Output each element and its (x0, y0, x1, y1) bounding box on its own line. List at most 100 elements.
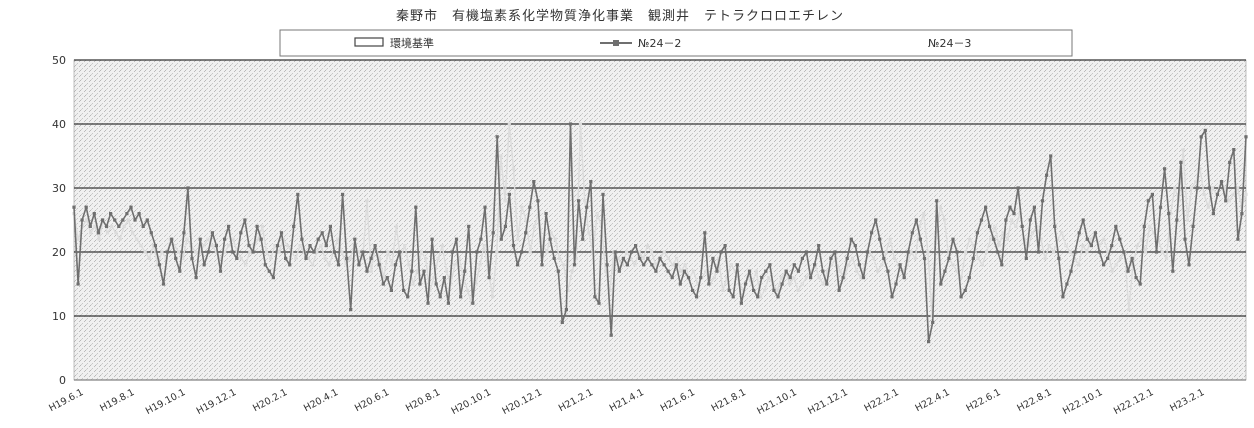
series-1-point (593, 295, 597, 299)
series-1-point (650, 263, 654, 267)
series-1-point (1000, 263, 1004, 267)
series-1-point (654, 269, 658, 273)
series-1-point (361, 250, 365, 254)
series-2-point (972, 244, 976, 248)
x-tick-label: H19.8.1 (98, 387, 136, 414)
series-2-point (892, 256, 896, 260)
series-1-point (149, 231, 153, 235)
series-2-point (465, 288, 470, 292)
series-2-point (327, 263, 331, 267)
series-1-point (971, 256, 975, 260)
series-1-point (1187, 263, 1191, 267)
series-2-point (943, 218, 947, 222)
series-2-point (595, 212, 599, 216)
series-1-point (857, 263, 861, 267)
series-2-point (545, 250, 549, 254)
series-1-point (267, 269, 271, 273)
series-1-point (874, 218, 878, 222)
series-2-point (491, 295, 495, 299)
series-1-point (540, 263, 544, 267)
series-1-point (1215, 192, 1220, 196)
series-2-point (1177, 199, 1181, 203)
series-2-point (424, 256, 428, 260)
series-2-point (193, 250, 197, 254)
series-2-point (1227, 199, 1231, 203)
series-2-point (964, 250, 968, 254)
series-2-point (1043, 256, 1047, 260)
series-1-point (597, 301, 601, 305)
series-1-point (308, 244, 312, 248)
series-1-point (324, 244, 328, 248)
series-1-point (890, 295, 894, 299)
series-2-point (340, 250, 344, 254)
series-1-point (975, 231, 979, 235)
series-1-point (300, 237, 304, 241)
series-1-point (699, 276, 703, 280)
series-1-point (251, 250, 255, 254)
series-1-point (385, 276, 389, 280)
series-2-point (231, 237, 235, 241)
series-2-point (650, 250, 654, 254)
series-1-point (357, 263, 361, 267)
series-1-point (1036, 250, 1041, 254)
series-2-point (855, 269, 859, 273)
series-2-point (1014, 224, 1018, 228)
x-tick-label: H22.8.1 (1015, 387, 1053, 414)
series-1-point (137, 212, 141, 216)
series-1-point (678, 282, 682, 286)
series-1-point (996, 250, 1000, 254)
y-tick-label: 10 (52, 310, 66, 323)
series-1-point (1244, 135, 1248, 139)
series-1-point (752, 288, 756, 292)
series-2-point (135, 237, 139, 241)
series-1-point (227, 224, 231, 228)
series-1-point (727, 288, 731, 292)
series-2-point (909, 250, 913, 254)
series-1-point (96, 231, 100, 235)
series-2-point (733, 269, 737, 273)
series-2-point (629, 256, 633, 260)
series-1-point (304, 256, 308, 260)
series-2-point (809, 269, 813, 273)
series-1-point (617, 269, 621, 273)
series-1-point (809, 276, 813, 280)
series-1-point (410, 269, 414, 273)
series-2-point (850, 256, 855, 260)
series-1-point (939, 282, 943, 286)
series-2-point (1010, 218, 1014, 222)
series-1-point (206, 250, 210, 254)
series-1-point (1126, 269, 1130, 273)
series-2-point (419, 250, 423, 254)
plot-area (73, 59, 1247, 381)
series-2-point (775, 288, 779, 292)
series-1-point (1073, 250, 1077, 254)
x-tick-label: H20.4.1 (302, 387, 340, 414)
series-2-point (361, 256, 365, 260)
series-1-point (178, 269, 182, 273)
series-1-point (772, 288, 776, 292)
series-2-point (181, 256, 185, 260)
series-2-point (1089, 237, 1093, 241)
series-2-point (817, 276, 821, 280)
series-1-point (646, 256, 650, 260)
series-1-point (666, 269, 670, 273)
series-1-point (475, 250, 479, 254)
series-1-point (1195, 186, 1199, 190)
x-tick-label: H20.8.1 (404, 387, 442, 414)
series-2-point (223, 250, 227, 254)
series-2-point (1173, 186, 1177, 190)
series-2-point (298, 244, 302, 248)
series-2-point (1206, 205, 1210, 209)
series-2-point (202, 244, 206, 248)
series-1-point (170, 237, 174, 241)
series-1-point (865, 250, 870, 254)
series-2-point (277, 250, 281, 254)
series-1-point (788, 276, 792, 280)
series-2-point (1102, 237, 1106, 241)
series-1-point (1232, 148, 1236, 152)
series-1-point (1032, 205, 1036, 209)
series-1-point (544, 212, 548, 216)
x-tick-label: H21.12.1 (806, 387, 849, 417)
series-1-point (1220, 180, 1224, 184)
series-2-point (97, 237, 101, 241)
